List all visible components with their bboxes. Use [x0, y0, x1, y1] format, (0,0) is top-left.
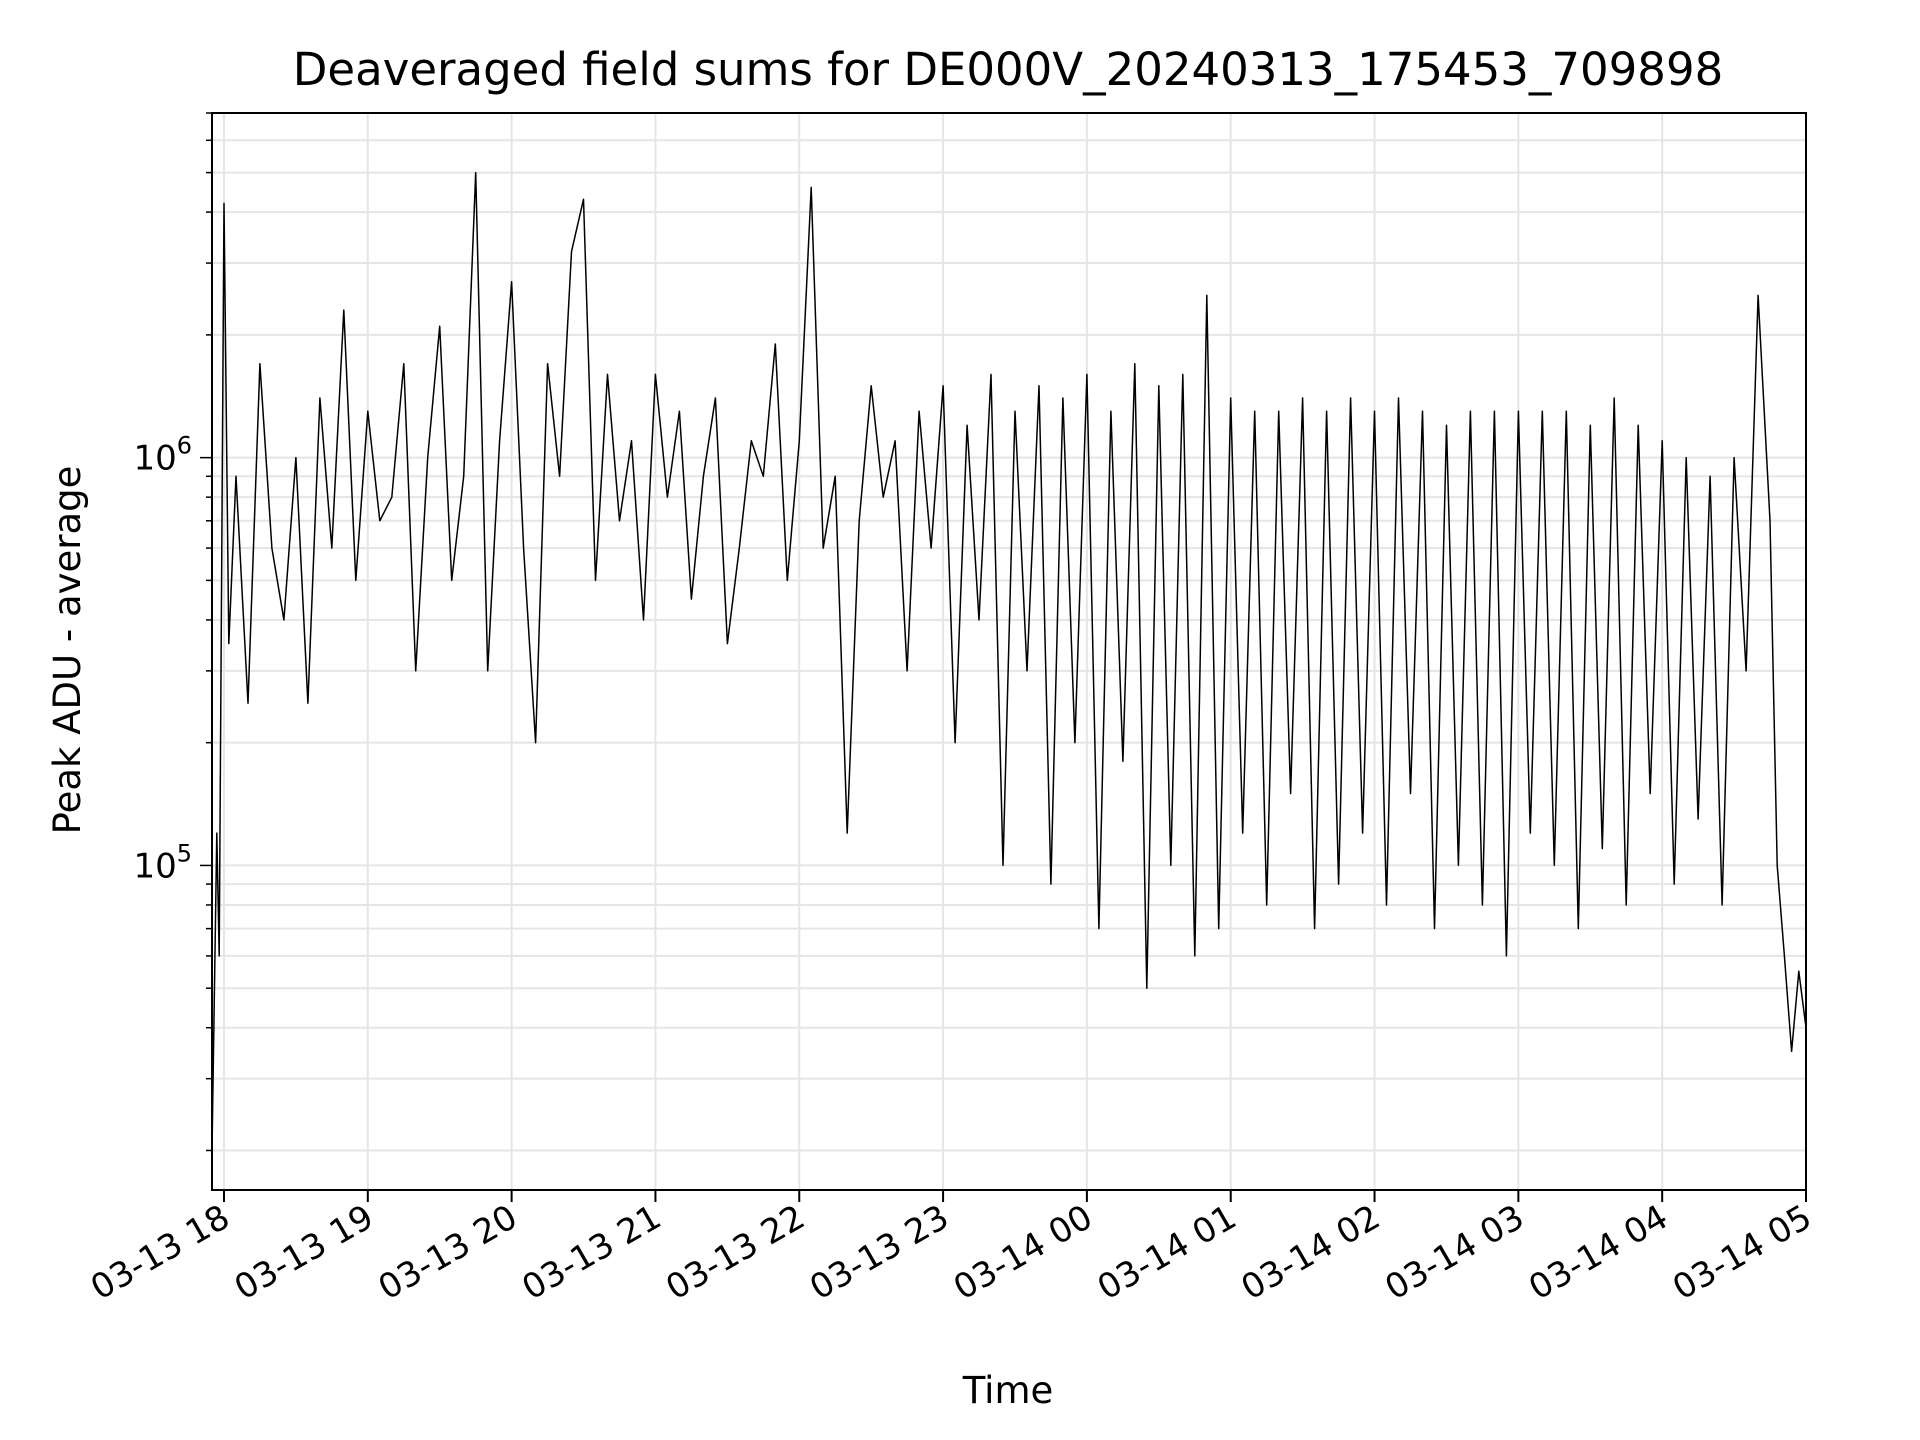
x-tick-label: 03-13 20	[372, 1197, 524, 1308]
y-tick-base: 10	[133, 846, 176, 886]
y-tick-base: 10	[133, 439, 176, 479]
x-tick-label: 03-14 03	[1378, 1197, 1530, 1308]
x-tick-label: 03-14 01	[1091, 1197, 1243, 1308]
y-axis-label: Peak ADU - average	[46, 466, 89, 835]
series-layer	[211, 171, 1807, 1151]
y-tick-label: 105	[133, 839, 192, 886]
series-line	[211, 171, 1807, 1151]
x-tick-label: 03-14 05	[1666, 1197, 1818, 1308]
x-tick-label: 03-13 21	[516, 1197, 668, 1308]
y-tick-label: 106	[133, 432, 192, 479]
x-tick-label: 03-13 19	[228, 1197, 380, 1308]
x-tick-label: 03-13 22	[659, 1197, 811, 1308]
x-tick-label: 03-13 18	[84, 1197, 236, 1308]
plot-frame	[211, 112, 1807, 1191]
x-tick-label: 03-14 04	[1522, 1197, 1674, 1308]
y-tick-exponent: 6	[177, 432, 192, 460]
x-axis-label: Time	[962, 1369, 1054, 1412]
x-tick-label: 03-14 02	[1235, 1197, 1387, 1308]
chart-title: Deaveraged field sums for DE000V_2024031…	[293, 43, 1723, 96]
x-tick-label: 03-14 00	[947, 1197, 1099, 1308]
y-tick-exponent: 5	[177, 839, 192, 867]
x-tick-label: 03-13 23	[803, 1197, 955, 1308]
